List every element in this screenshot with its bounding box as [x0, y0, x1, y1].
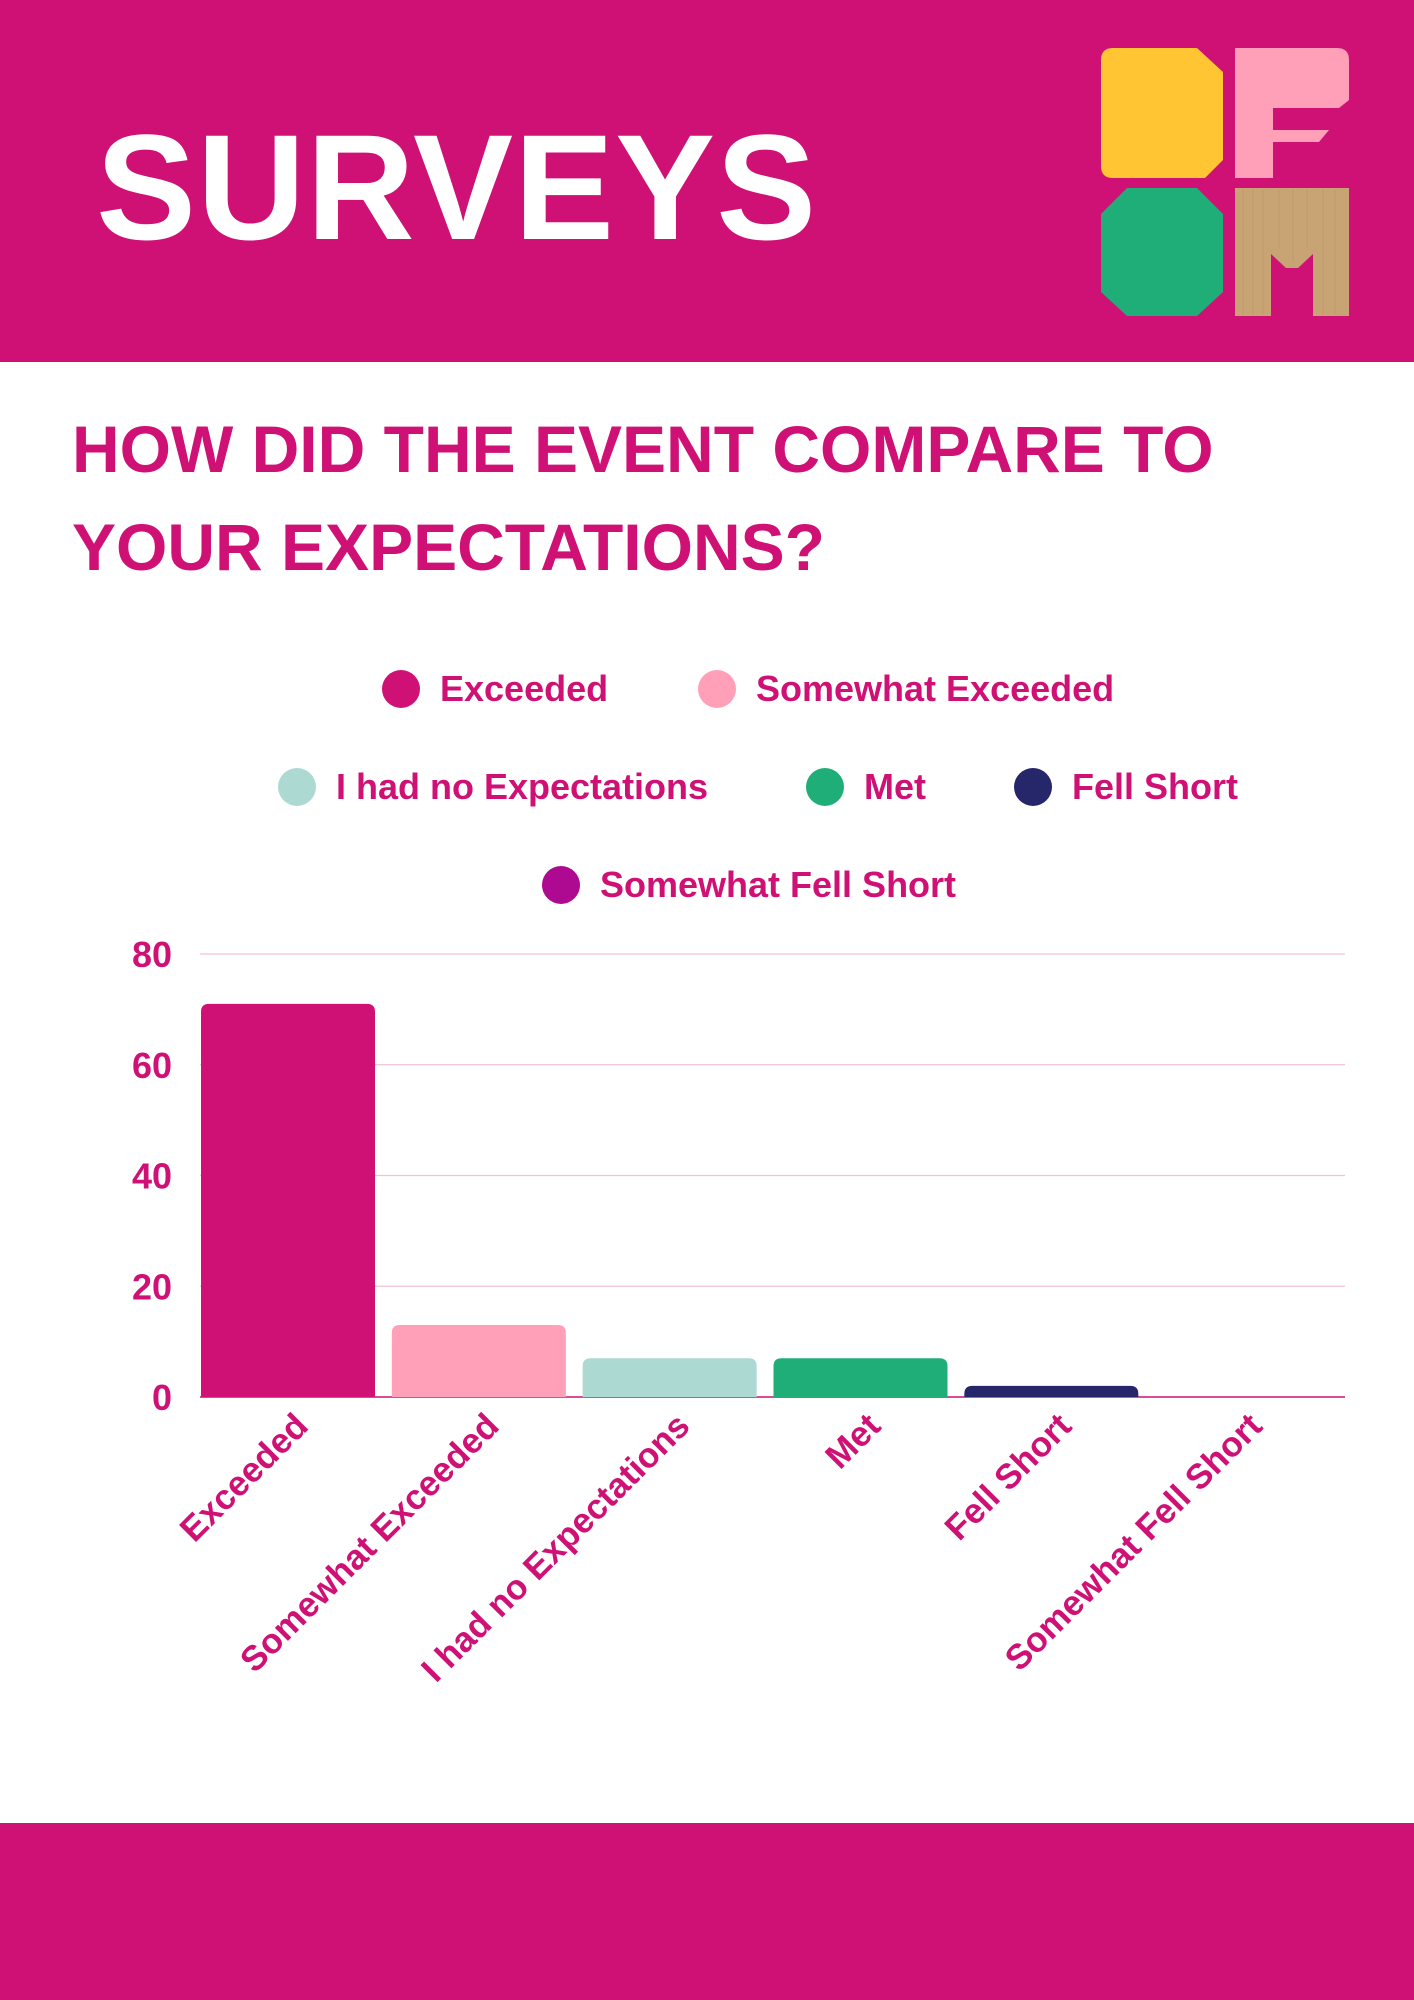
survey-question: HOW DID THE EVENT COMPARE TO YOUR EXPECT…	[72, 412, 1214, 584]
legend-item-somewhat-exceeded: Somewhat Exceeded	[698, 668, 1114, 710]
bar	[964, 1385, 1139, 1397]
legend-label: I had no Expectations	[336, 766, 709, 807]
legend-dot-icon	[698, 670, 736, 708]
x-tick-label: Met	[818, 1406, 888, 1476]
legend-dot-icon	[1014, 768, 1052, 806]
page-title: SURVEYS	[96, 103, 818, 271]
y-tick-label: 0	[152, 1377, 172, 1418]
bar	[582, 1358, 757, 1397]
legend-item-exceeded: Exceeded	[382, 668, 608, 710]
y-tick-label: 20	[132, 1266, 172, 1307]
legend-item-no-expectations: I had no Expectations	[278, 766, 708, 808]
legend-label: Somewhat Fell Short	[600, 864, 957, 905]
bar	[201, 1003, 375, 1397]
legend-dot-icon	[278, 768, 316, 806]
logo-block-o	[1101, 188, 1223, 316]
bar	[773, 1358, 948, 1397]
x-tick-label: Fell Short	[937, 1406, 1079, 1548]
logo-block-m	[1235, 188, 1349, 316]
legend-item-somewhat-fell-short: Somewhat Fell Short	[542, 864, 956, 906]
y-tick-label: 40	[132, 1156, 172, 1197]
y-tick-label: 60	[132, 1045, 172, 1086]
legend-item-met: Met	[806, 766, 926, 808]
legend-label: Fell Short	[1072, 766, 1239, 807]
legend-dot-icon	[806, 768, 844, 806]
header-banner: SURVEYS	[0, 0, 1414, 362]
legend-label: Met	[864, 766, 926, 807]
legend-dot-icon	[542, 866, 580, 904]
legend-label: Exceeded	[440, 668, 609, 709]
bar	[391, 1325, 566, 1397]
legend-dot-icon	[382, 670, 420, 708]
y-tick-label: 80	[132, 934, 172, 975]
logo-block-d	[1101, 48, 1223, 178]
logo-block-f	[1235, 48, 1349, 178]
footer-banner	[0, 1823, 1414, 2000]
x-tick-label: Exceeded	[173, 1406, 316, 1549]
legend-item-fell-short: Fell Short	[1014, 766, 1238, 808]
dfom-logo	[1101, 48, 1349, 316]
legend-label: Somewhat Exceeded	[756, 668, 1115, 709]
